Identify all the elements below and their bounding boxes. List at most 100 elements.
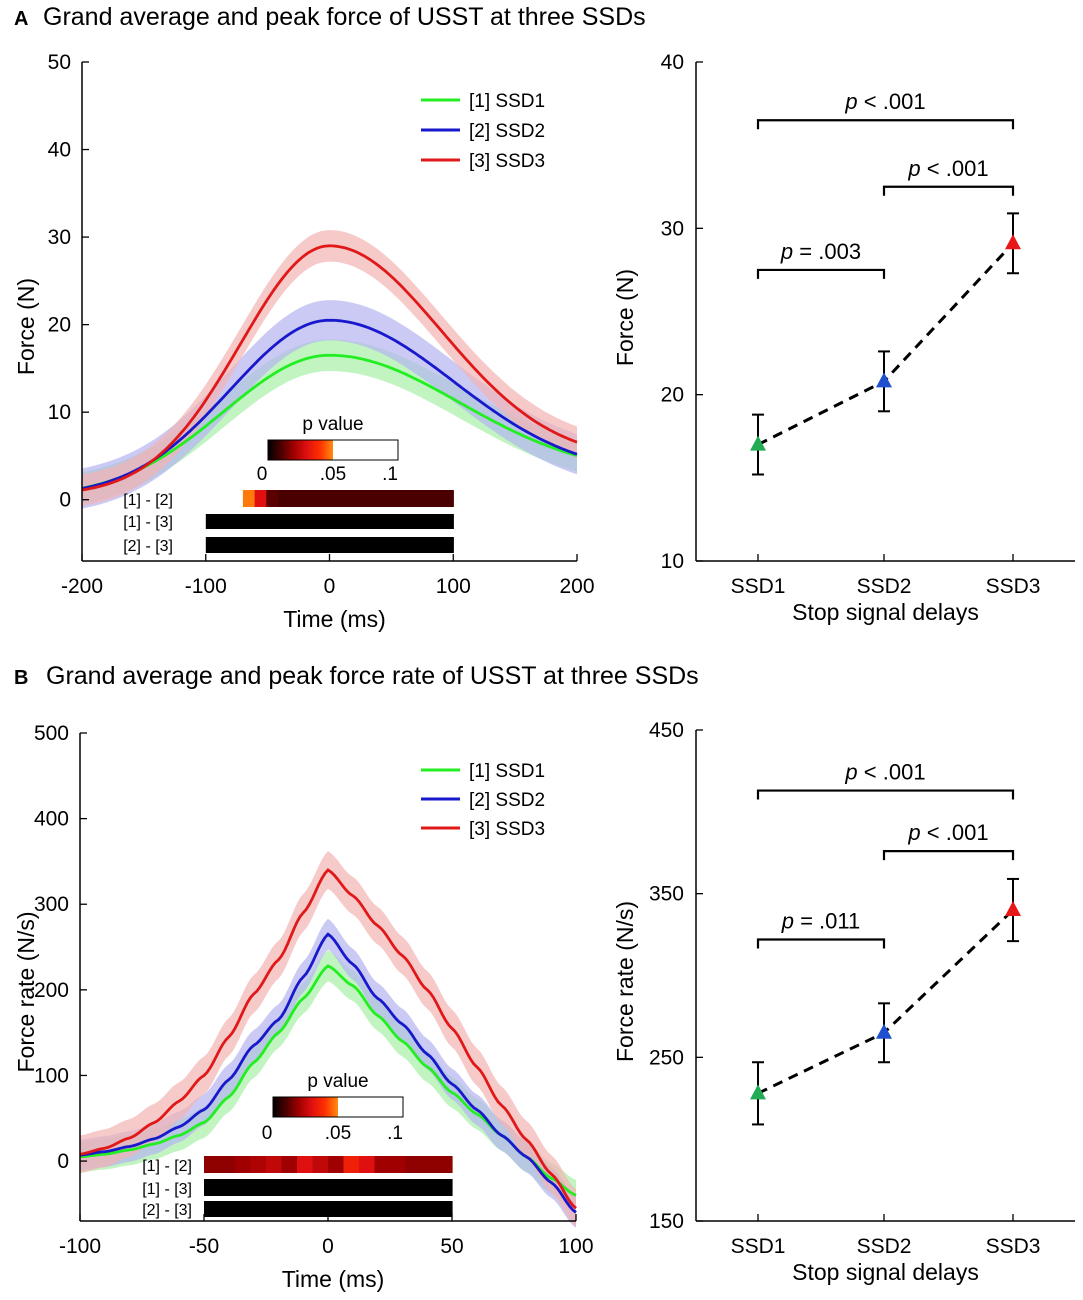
x-tick-label: -200 [61,575,103,598]
y-tick-label: 30 [661,217,684,240]
panel-letter-a: A [14,8,28,30]
mean-connector-line [757,242,1015,446]
significance-bracket [756,119,1015,130]
significance-p: p [844,760,857,785]
x-axis-label: Stop signal delays [792,1259,979,1285]
legend-label-ssd2: [2] SSD2 [469,121,545,142]
peak-force-chart: 10 20 30 40 SSD1 SSD2 SSD3 Stop signal delays Fo… [612,51,1075,625]
y-tick-label: 350 [649,883,684,906]
legend-label-ssd1: [1] SSD1 [469,761,545,782]
pvalue-cell [219,1156,236,1173]
y-axis-label: Force rate (N/s) [612,901,638,1062]
pvalue-colorbar-frame [272,1096,404,1118]
y-tick-label: 250 [649,1046,684,1069]
pvalue-cell [324,490,337,507]
x-tick-label: 100 [436,575,471,598]
legend-label-ssd3: [3] SSD3 [469,819,545,840]
pvalue-cell [371,490,384,507]
comparison-label: [1] - [2] [123,492,173,509]
pvalue-cell [390,1156,407,1173]
x-axis-label: Stop signal delays [792,599,979,625]
pvalue-cell [266,490,279,507]
pvalue-colorbar-gradient [273,1097,338,1117]
pvalue-cell [277,490,291,507]
significance-label: p < .001 [844,760,925,785]
pvalue-cell [359,490,373,507]
x-tick-label: SSD1 [731,575,786,598]
pvalue-colorbar-tick: .05 [325,1123,351,1144]
x-tick-label: -100 [59,1235,101,1258]
mean-marker-ssd2 [876,372,892,388]
y-tick-label: 40 [48,139,71,162]
series-line-ssd2 [79,932,577,1214]
significance-label: p = .003 [780,239,861,264]
x-tick-label: -100 [185,575,227,598]
mean-marker-ssd3 [1005,234,1021,250]
y-tick-label: 20 [48,314,71,337]
series-line-ssd3 [79,868,577,1210]
pvalue-cell [383,490,396,507]
pvalue-colorbar-frame [267,439,399,461]
pvalue-cell [359,1156,376,1173]
pvalue-cell [436,1156,453,1173]
significance-bracket [882,185,1015,196]
x-tick-label: 200 [559,575,594,598]
y-tick-label: 30 [48,226,71,249]
pvalue-cell [266,1156,283,1173]
x-tick-label: SSD2 [857,1235,912,1258]
pvalue-colorbar-tick: 0 [257,464,268,485]
y-tick-label: 400 [34,808,69,831]
pvalue-cell [204,1179,453,1196]
y-tick-label: 300 [34,893,69,916]
pvalue-cell [418,490,431,507]
x-tick-label: SSD1 [731,1235,786,1258]
pvalue-cell [250,1156,267,1173]
y-tick-label: 40 [661,51,684,74]
pvalue-cell [205,514,454,529]
peak-force-rate-chart: 150 250 350 450 SSD1 SSD2 SSD3 Stop signal dela… [612,719,1075,1285]
significance-bracket [882,850,1015,861]
pvalue-cell [254,490,267,507]
pvalue-cell [441,490,454,507]
pvalue-cell [301,490,314,507]
comparison-label: [1] - [3] [142,1181,192,1198]
x-axis-label: Time (ms) [283,606,386,632]
legend-label-ssd1: [1] SSD1 [469,91,545,112]
mean-connector-line [757,908,1015,1095]
comparison-label: [1] - [3] [123,514,173,531]
x-tick-label: SSD3 [986,1235,1041,1258]
x-tick-label: SSD3 [986,575,1041,598]
significance-p: p [907,156,920,181]
pvalue-cell [374,1156,391,1173]
pvalue-colorbar-white [338,1097,403,1117]
significance-value: < .001 [858,89,926,114]
significance-label: p < .001 [907,820,988,845]
x-tick-label: SSD2 [857,575,912,598]
pvalue-cell [289,490,302,507]
pvalue-cell [297,1156,314,1173]
panel-b-title: Grand average and peak force rate of USS… [46,662,699,690]
series-band-ssd3 [82,230,577,506]
y-tick-label: 10 [48,401,71,424]
y-axis-label: Force (N) [612,269,638,366]
significance-value: = .003 [793,239,861,264]
y-tick-label: 150 [649,1210,684,1233]
y-tick-label: 50 [48,51,71,74]
pvalue-cell [313,490,326,507]
significance-value: = .011 [794,908,860,933]
panel-letter-b: B [14,667,28,689]
legend-label-ssd2: [2] SSD2 [469,790,545,811]
significance-bracket [756,268,886,279]
pvalue-cell [242,490,256,507]
mean-marker-ssd2 [876,1023,892,1039]
y-tick-label: 0 [57,1150,69,1173]
series-line-ssd3 [81,244,578,492]
significance-p: p [844,89,857,114]
y-tick-label: 100 [34,1064,69,1087]
significance-label: p < .001 [907,156,988,181]
significance-p: p [907,820,920,845]
x-tick-label: 0 [322,1235,334,1258]
y-tick-label: 450 [649,719,684,742]
significance-bracket [756,938,886,949]
pvalue-colorbar-tick: .1 [387,1123,403,1144]
